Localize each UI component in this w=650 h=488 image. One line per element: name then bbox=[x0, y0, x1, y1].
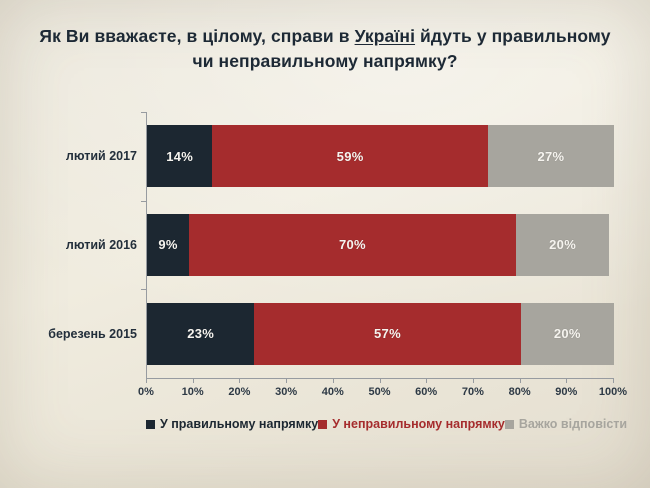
x-tick-label: 20% bbox=[228, 386, 251, 398]
x-tick-mark bbox=[192, 379, 194, 383]
bar-value-label: 70% bbox=[339, 237, 366, 253]
bar-segment: 27% bbox=[487, 125, 614, 188]
y-tick-mark bbox=[141, 112, 147, 113]
title-line2: чи неправильному напрямку? bbox=[192, 50, 458, 71]
x-tick-label: 60% bbox=[415, 386, 438, 398]
x-tick-label: 70% bbox=[461, 386, 484, 398]
x-tick-label: 10% bbox=[181, 386, 204, 398]
bar-value-label: 57% bbox=[374, 326, 401, 342]
x-tick-label: 40% bbox=[321, 386, 344, 398]
bar-value-label: 23% bbox=[187, 326, 215, 342]
x-tick-mark bbox=[239, 379, 241, 383]
x-tick-mark bbox=[472, 379, 474, 383]
legend-swatch bbox=[146, 419, 155, 429]
stacked-bar: 9% 70% 20% bbox=[147, 213, 614, 276]
x-tick-label: 90% bbox=[555, 386, 578, 398]
bar-value-label: 20% bbox=[553, 326, 581, 342]
x-tick-mark bbox=[332, 379, 334, 383]
x-tick-label: 100% bbox=[598, 386, 628, 398]
x-tick-label: 50% bbox=[368, 386, 391, 398]
bar-value-label: 14% bbox=[166, 148, 194, 164]
x-tick-mark bbox=[286, 379, 288, 383]
legend-label: У неправильному напрямку bbox=[332, 417, 505, 431]
y-tick-mark bbox=[141, 289, 147, 291]
x-tick-mark bbox=[613, 379, 614, 383]
legend-item: У правильному напрямку bbox=[146, 417, 318, 431]
category-band: лютий 2016 9% 70% 20% bbox=[66, 201, 614, 290]
bar-segment: 23% bbox=[147, 302, 255, 365]
bar-segment: 20% bbox=[515, 213, 610, 276]
bar-segment: 59% bbox=[212, 125, 488, 188]
category-band: березень 2015 23% 57% 20% bbox=[48, 289, 614, 378]
legend-label: У правильному напрямку bbox=[160, 417, 319, 431]
bar-segment: 70% bbox=[189, 213, 516, 276]
plot-area: лютий 2017 14% 59% 27% лютий 2016 9% 70% 20% бер… bbox=[48, 112, 614, 378]
category-band: лютий 2017 14% 59% 27% bbox=[66, 112, 614, 201]
legend-swatch bbox=[504, 419, 514, 429]
legend-swatch bbox=[318, 419, 328, 429]
x-tick-mark bbox=[566, 379, 568, 383]
x-tick-label: 30% bbox=[275, 386, 298, 398]
legend: У правильному напрямку У неправильному на… bbox=[146, 417, 627, 431]
stacked-bar: 23% 57% 20% bbox=[147, 302, 614, 365]
x-tick-mark bbox=[379, 379, 381, 383]
bar-value-label: 9% bbox=[158, 237, 178, 253]
bar-segment: 14% bbox=[147, 125, 213, 188]
category-label: лютий 2016 bbox=[65, 237, 137, 252]
title-underlined-word: Україні bbox=[354, 26, 416, 46]
legend-item: Важко відповісти bbox=[504, 417, 628, 431]
bar-value-label: 59% bbox=[336, 148, 364, 164]
stacked-bar: 14% 59% 27% bbox=[147, 125, 614, 188]
chart-title: Як Ви вважаєте, в цілому, справи в Украї… bbox=[38, 24, 612, 74]
title-part2: йдуть у правильному bbox=[415, 26, 611, 46]
x-tick-label: 0% bbox=[138, 386, 154, 398]
bar-value-label: 20% bbox=[549, 237, 577, 253]
category-label: лютий 2017 bbox=[65, 149, 137, 164]
x-tick-label: 80% bbox=[508, 386, 531, 398]
title-part1: Як Ви вважаєте, в цілому, справи в bbox=[39, 26, 355, 46]
legend-label: Важко відповісти bbox=[518, 417, 628, 431]
x-axis: 0% 10% 20% 30% 40% 50% 60% 70% 80% 90% 100% bbox=[138, 378, 627, 406]
x-tick-mark bbox=[519, 379, 521, 383]
bar-segment: 20% bbox=[520, 302, 614, 365]
x-tick-mark bbox=[426, 379, 428, 383]
bar-segment: 9% bbox=[147, 213, 190, 276]
legend-item: У неправильному напрямку bbox=[318, 417, 505, 431]
bar-value-label: 27% bbox=[537, 148, 565, 164]
category-label: березень 2015 bbox=[48, 326, 137, 341]
x-tick-mark bbox=[146, 379, 147, 383]
bar-segment: 57% bbox=[254, 302, 521, 365]
x-axis-line bbox=[146, 378, 614, 379]
y-tick-mark bbox=[141, 200, 147, 202]
